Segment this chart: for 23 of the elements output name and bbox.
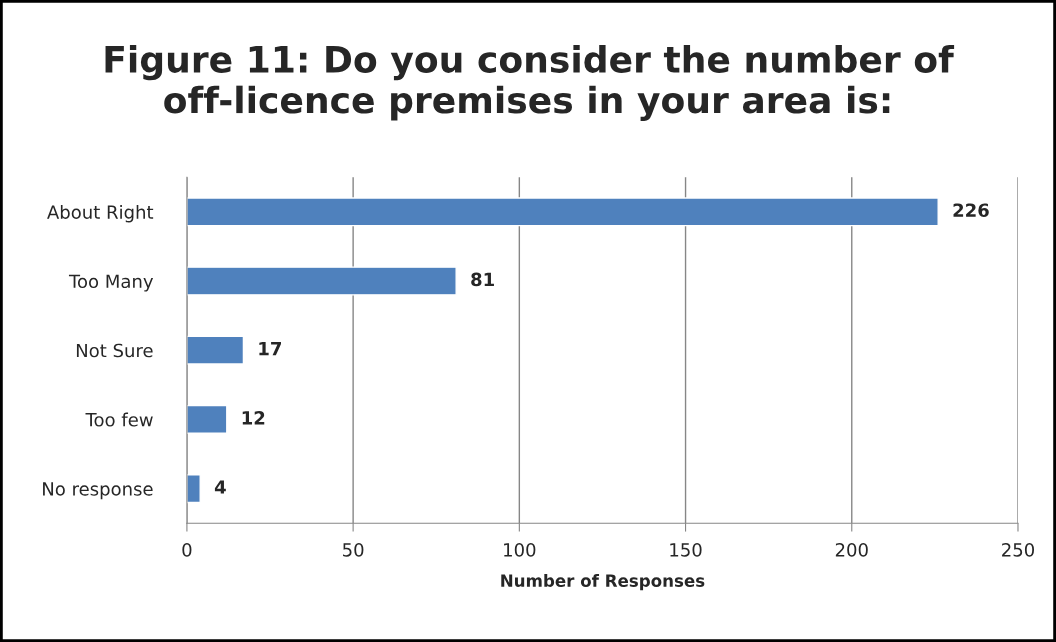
x-tick-label: 250 — [1002, 542, 1035, 557]
data-label: 81 — [471, 272, 494, 287]
data-label: 4 — [214, 480, 226, 494]
x-tick-label: 50 — [343, 542, 364, 557]
bar — [186, 404, 228, 434]
y-tick-label: Not Sure — [76, 343, 153, 358]
bar — [186, 335, 245, 365]
y-tick-label: Too few — [85, 412, 153, 427]
bar — [186, 474, 201, 504]
x-tick-label: 0 — [182, 542, 192, 557]
data-label: 226 — [953, 203, 989, 218]
data-label: 12 — [242, 411, 265, 425]
x-tick-label: 150 — [670, 542, 702, 557]
y-tick-label: About Right — [47, 204, 154, 223]
x-tick-label: 100 — [504, 542, 536, 557]
x-tick-label: 200 — [835, 542, 868, 557]
chart-title: Figure 11: Do you consider the number of off-licence premises in your area is: — [105, 44, 955, 121]
data-label: 17 — [259, 342, 281, 356]
y-tick-label: No response — [43, 482, 153, 500]
bar — [186, 266, 457, 296]
bar — [186, 197, 939, 227]
y-tick-label: Too Many — [68, 274, 154, 292]
x-axis-title: Number of Responses — [501, 574, 705, 591]
